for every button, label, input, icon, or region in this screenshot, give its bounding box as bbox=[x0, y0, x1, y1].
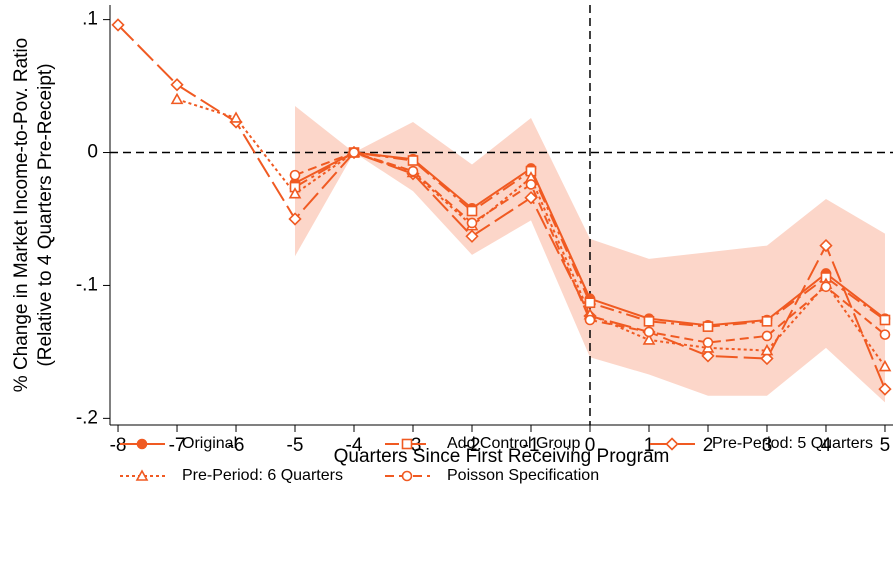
y-tick-label: -.2 bbox=[76, 407, 98, 428]
marker bbox=[643, 316, 655, 327]
y-axis-label: (Relative to 4 Quarters Pre-Receipt) bbox=[35, 63, 56, 366]
marker bbox=[584, 297, 596, 309]
marker bbox=[170, 78, 184, 92]
x-tick-label: 5 bbox=[880, 435, 891, 456]
legend-label: Original bbox=[182, 435, 237, 452]
marker bbox=[878, 382, 892, 396]
marker bbox=[348, 147, 360, 158]
marker bbox=[288, 212, 302, 226]
legend-item: Pre-Period: 6 Quarters bbox=[120, 467, 343, 484]
y-tick-label: -.1 bbox=[76, 274, 98, 295]
marker bbox=[761, 316, 773, 327]
legend-label: Add Control Group bbox=[447, 435, 581, 452]
legend-item: Poisson Specification bbox=[385, 467, 599, 484]
marker bbox=[525, 179, 537, 190]
marker bbox=[466, 217, 478, 229]
x-tick-label: -4 bbox=[346, 435, 363, 456]
marker bbox=[642, 333, 656, 345]
marker bbox=[665, 437, 679, 451]
legend-label: Pre-Period: 5 Quarters bbox=[712, 435, 873, 452]
series-line bbox=[294, 151, 886, 328]
legend-item: Add Control Group bbox=[385, 435, 581, 452]
marker bbox=[111, 18, 125, 32]
y-axis-label: % Change in Market Income-to-Pov. Ratio bbox=[11, 38, 32, 392]
marker bbox=[401, 438, 413, 450]
marker bbox=[820, 281, 832, 293]
marker bbox=[702, 321, 714, 332]
x-tick-label: -7 bbox=[169, 435, 186, 456]
y-tick-label: .1 bbox=[82, 9, 98, 30]
x-tick-label: -8 bbox=[110, 435, 127, 456]
y-tick-label: 0 bbox=[87, 142, 98, 163]
legend-item: Original bbox=[120, 435, 237, 452]
marker bbox=[465, 229, 479, 243]
marker bbox=[760, 351, 774, 366]
marker bbox=[879, 329, 891, 340]
marker bbox=[136, 438, 148, 450]
marker bbox=[135, 469, 149, 481]
x-tick-label: -5 bbox=[287, 435, 304, 456]
marker bbox=[466, 205, 478, 217]
marker bbox=[819, 238, 833, 253]
x-tick-label: 1 bbox=[644, 435, 655, 456]
x-tick-label: -1 bbox=[523, 435, 540, 456]
marker bbox=[401, 470, 413, 482]
x-axis-label: Quarters Since First Receiving Program bbox=[334, 446, 670, 467]
x-tick-label: -2 bbox=[464, 435, 481, 456]
marker bbox=[170, 92, 184, 105]
legend-label: Poisson Specification bbox=[447, 467, 599, 484]
series-line bbox=[117, 24, 886, 390]
marker bbox=[701, 349, 715, 363]
x-tick-label: 4 bbox=[821, 435, 832, 456]
legend-label: Pre-Period: 6 Quarters bbox=[182, 467, 343, 484]
x-tick-label: -6 bbox=[228, 435, 245, 456]
marker bbox=[289, 169, 301, 181]
x-tick-label: 3 bbox=[762, 435, 773, 456]
legend-item: Pre-Period: 5 Quarters bbox=[650, 435, 873, 452]
marker bbox=[878, 359, 892, 372]
marker bbox=[760, 343, 774, 356]
marker bbox=[407, 155, 419, 166]
marker bbox=[761, 330, 773, 342]
marker bbox=[288, 187, 302, 199]
marker bbox=[524, 191, 538, 205]
marker bbox=[879, 314, 891, 326]
x-tick-label: 2 bbox=[703, 435, 714, 456]
marker bbox=[702, 337, 714, 348]
x-tick-label: 0 bbox=[585, 435, 596, 456]
marker bbox=[407, 165, 419, 177]
marker bbox=[584, 314, 596, 326]
marker bbox=[229, 111, 243, 123]
marker bbox=[643, 326, 655, 338]
